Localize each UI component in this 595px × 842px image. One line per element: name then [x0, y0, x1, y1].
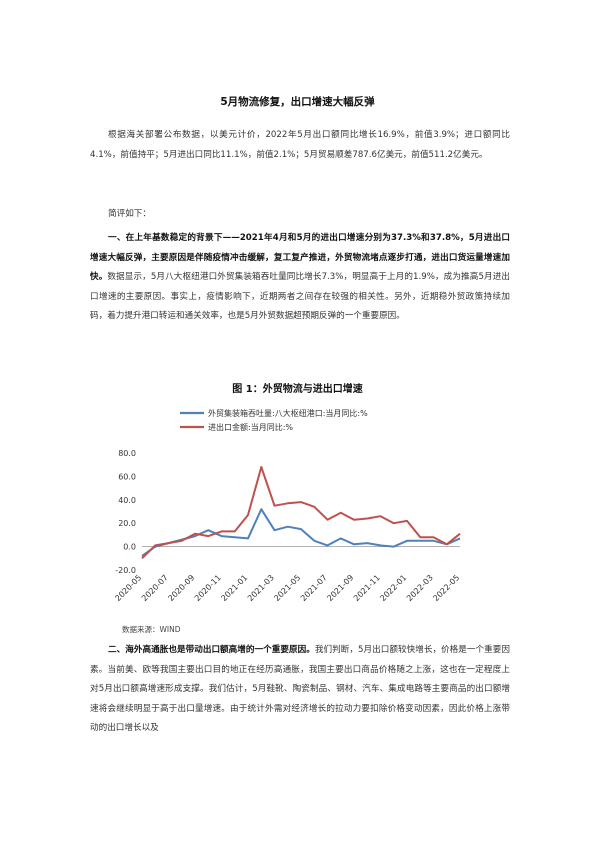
section-2-body: 我们判断，5月出口额较快增长，价格是一个重要因素。当前美、欧等我国主要出口目的地…	[90, 645, 510, 733]
x-tick-label: 2020-11	[193, 573, 223, 603]
paragraph-summary: 根据海关部署公布数据，以美元计价，2022年5月出口额同比增长16.9%，前值3…	[90, 130, 510, 160]
x-tick-label: 2022-01	[378, 573, 408, 603]
x-tick-label: 2022-05	[431, 573, 461, 603]
section-2-heading: 二、海外高通胀也是带动出口额高增的一个重要原因。	[108, 645, 315, 655]
x-tick-label: 2021-07	[299, 573, 329, 603]
legend-label-2: 进出口金额:当月同比:%	[208, 422, 293, 432]
x-tick-label: 2020-09	[166, 573, 196, 603]
x-tick-label: 2021-03	[246, 573, 276, 603]
x-tick-label: 2020-07	[140, 573, 170, 603]
series-line-1	[141, 508, 461, 557]
y-tick-label: 60.0	[118, 472, 136, 481]
x-tick-label: 2022-03	[405, 573, 435, 603]
x-tick-label: 2020-05	[113, 573, 143, 603]
x-tick-label: 2021-05	[272, 573, 302, 603]
paragraph-section-2: 二、海外高通胀也是带动出口额高增的一个重要原因。我们判断，5月出口额较快增长，价…	[90, 641, 510, 739]
paragraph-section-1: 一、在上年基数稳定的背景下——2021年4月和5月的进出口增速分别为37.3%和…	[90, 229, 510, 327]
y-tick-label: 40.0	[118, 496, 136, 505]
y-tick-label: 20.0	[118, 519, 136, 528]
x-tick-label: 2021-01	[219, 573, 249, 603]
y-tick-label: -20.0	[115, 566, 136, 575]
legend-label-1: 外贸集装箱吞吐量:八大枢纽港口:当月同比:%	[208, 408, 368, 418]
x-tick-label: 2021-11	[352, 573, 382, 603]
series-line-2	[141, 466, 461, 560]
x-tick-label: 2021-09	[325, 573, 355, 603]
y-tick-label: 80.0	[118, 449, 136, 458]
section-1-heading: 一、在上年基数稳定的背景下——2021年4月和5月的进出口增速分别为37.3%和…	[90, 233, 510, 282]
y-tick-label: 0.0	[123, 543, 136, 552]
paragraph-intro: 简评如下：	[108, 209, 151, 219]
data-source: 数据来源：WIND	[122, 625, 181, 634]
document-title: 5月物流修复，出口增速大幅反弹	[220, 96, 375, 108]
figure-title: 图 1：外贸物流与进出口增速	[232, 384, 363, 395]
section-1-body: 数据显示，5月八大枢纽港口外贸集装箱吞吐量同比增长7.3%，明显高于上月的1.9…	[90, 272, 510, 321]
line-chart: -20.00.020.040.060.080.02020-052020-0720…	[113, 408, 461, 603]
